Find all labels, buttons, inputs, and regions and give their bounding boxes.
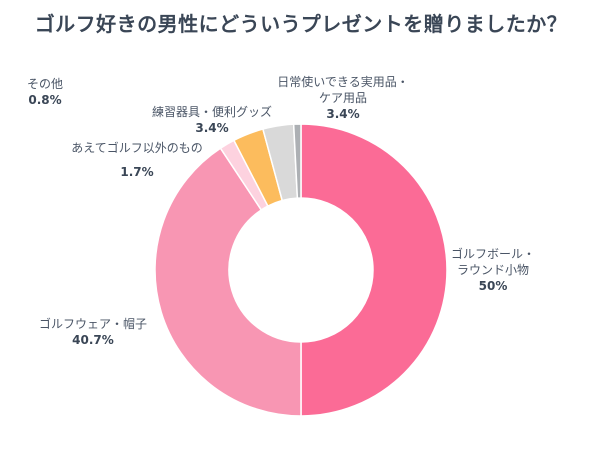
slice-value-label: 0.8% — [28, 93, 62, 107]
slice-label-line: ゴルフボール・ — [450, 247, 535, 261]
slice-label-2: あえてゴルフ以外のもの 1.7% — [42, 140, 232, 180]
slice-value-label: 1.7% — [120, 165, 154, 179]
slice-label-line: 日常使いできる実用品・ — [277, 75, 409, 89]
slice-label-0: ゴルフボール・ ラウンド小物 50% — [418, 246, 568, 294]
slice-value-label: 50% — [478, 279, 508, 293]
slice-value-label: 3.4% — [326, 107, 360, 121]
slice-label-line: ゴルフウェア・帽子 — [38, 317, 147, 331]
slice-label-line: 練習器具・便利グッズ — [151, 105, 272, 119]
slice-label-line: ラウンド小物 — [456, 263, 529, 277]
slice-1 — [154, 147, 302, 417]
slice-value-label: 40.7% — [72, 333, 114, 347]
chart-title: ゴルフ好きの男性にどういうプレゼントを贈りましたか？ — [34, 12, 568, 36]
slice-label-line: あえてゴルフ以外のもの — [71, 141, 203, 155]
slice-label-1: ゴルフウェア・帽子 40.7% — [18, 316, 168, 348]
slice-label-3: 練習器具・便利グッズ 3.4% — [132, 104, 292, 136]
slice-label-line: その他 — [26, 77, 63, 91]
slice-0 — [300, 123, 448, 417]
slice-value-label: 3.4% — [195, 121, 229, 135]
slice-label-5: その他 0.8% — [10, 76, 80, 108]
slice-5 — [292, 123, 302, 199]
slice-label-4: 日常使いできる実用品・ ケア用品 3.4% — [258, 74, 428, 122]
slice-label-line: ケア用品 — [318, 91, 367, 105]
